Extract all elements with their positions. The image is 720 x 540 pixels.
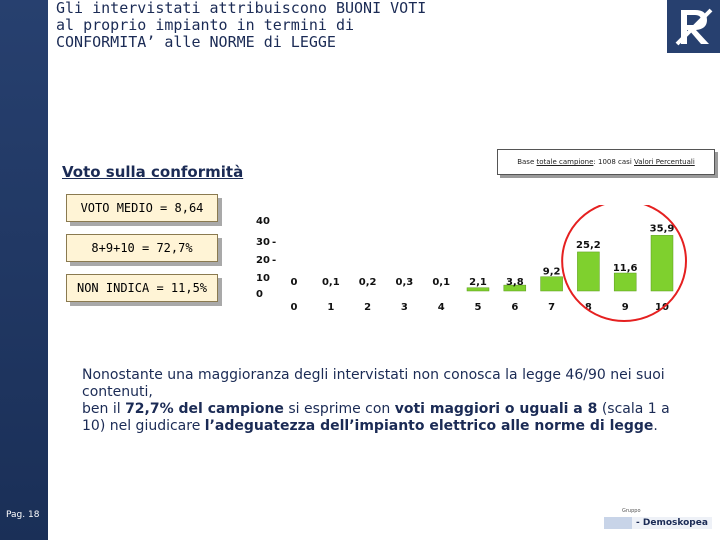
bar-value-label: 0,1 (432, 277, 450, 288)
bar-value-label: 0,1 (322, 277, 340, 288)
bar-value-label: 35,9 (650, 223, 675, 234)
company-logo (667, 0, 720, 53)
base-note-values: Valori Percentuali (634, 158, 695, 166)
bar-10 (650, 235, 674, 292)
footer-small-text: Gruppo (622, 508, 641, 514)
bar-value-label: 0,2 (359, 277, 377, 288)
body-p2-c: si esprime con (283, 401, 395, 417)
y-tick-label: 40 (256, 216, 270, 227)
body-p2-a: ben il (82, 401, 126, 417)
bar-value-label: 11,6 (613, 263, 638, 274)
left-sidebar-band (0, 0, 48, 540)
body-p2-e: (scala 1 a 10) nel giudicare (82, 401, 670, 434)
y-tick-mark: - (272, 237, 276, 248)
y-tick-label: 20 (256, 255, 270, 266)
bar-value-label: 2,1 (469, 277, 487, 288)
body-p2-f: l’adeguatezza dell’impianto elettrico al… (204, 418, 654, 434)
body-text: Nonostante una maggioranza degli intervi… (82, 367, 692, 435)
x-tick-label: 5 (475, 302, 482, 313)
x-tick-label: 8 (585, 302, 592, 313)
x-tick-label: 2 (364, 302, 371, 313)
bar-6 (503, 284, 527, 292)
body-p2-d: voti maggiori o uguali a 8 (394, 401, 598, 417)
x-tick-label: 0 (291, 302, 298, 313)
x-tick-label: 4 (438, 302, 445, 313)
page-title: Gli intervistati attribuiscono BUONI VOT… (56, 0, 427, 51)
mean-vote-box: VOTO MEDIO = 8,64 (66, 194, 218, 222)
top-votes-box: 8+9+10 = 72,7% (66, 234, 218, 262)
base-note-middle: : 1008 casi (593, 158, 634, 166)
base-note-prefix: Base (517, 158, 537, 166)
body-paragraph-1: Nonostante una maggioranza degli intervi… (82, 367, 665, 400)
bar-8 (577, 251, 600, 292)
y-tick-label: 30 (256, 237, 270, 248)
x-tick-label: 9 (622, 302, 629, 313)
y-tick-label: 0 (256, 289, 263, 300)
bar-9 (613, 272, 637, 292)
x-tick-label: 3 (401, 302, 408, 313)
footer-brand-icon (604, 517, 712, 529)
mean-vote-text: VOTO MEDIO = 8,64 (80, 201, 204, 215)
top-votes-text: 8+9+10 = 72,7% (91, 241, 193, 255)
body-p2-b: 72,7% del campione (125, 401, 284, 417)
base-note-sample: totale campione (536, 158, 594, 166)
no-answer-box: NON INDICA = 11,5% (66, 274, 218, 302)
logo-mark-icon (675, 8, 713, 46)
x-tick-label: 6 (511, 302, 518, 313)
base-note: Base totale campione: 1008 casi Valori P… (497, 149, 715, 175)
bar-value-label: 9,2 (543, 267, 561, 278)
no-answer-text: NON INDICA = 11,5% (76, 281, 208, 295)
highlight-ellipse (561, 205, 687, 322)
bar-5 (466, 287, 490, 292)
footer-brand-text: - Demoskopea (636, 518, 708, 528)
bar-value-label: 0,3 (396, 277, 414, 288)
bar-value-label: 3,8 (506, 277, 524, 288)
body-p2-g: . (653, 418, 658, 434)
chart-subtitle: Voto sulla conformità (62, 163, 244, 181)
x-tick-label: 1 (327, 302, 334, 313)
y-tick-mark: - (272, 255, 276, 266)
y-tick-label: 10 (256, 273, 270, 284)
footer-logo: Gruppo - Demoskopea (596, 508, 714, 536)
bar-value-label: 25,2 (576, 240, 601, 251)
page-number: Pag. 18 (6, 510, 40, 520)
bar-value-label: 0 (291, 277, 298, 288)
x-tick-label: 7 (548, 302, 555, 313)
bar-7 (540, 276, 563, 292)
